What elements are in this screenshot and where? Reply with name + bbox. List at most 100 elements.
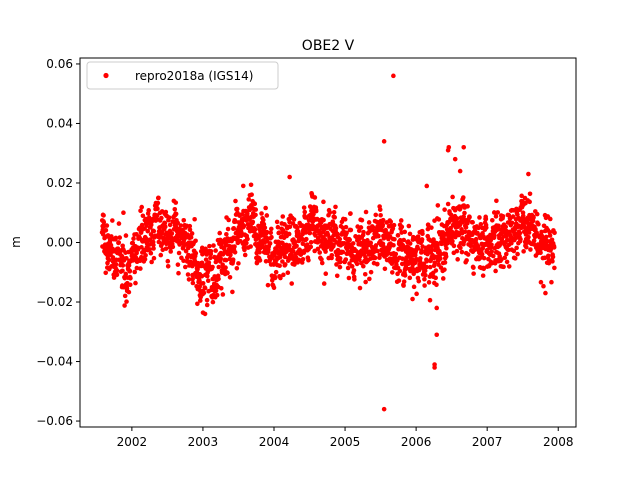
data-point [143, 252, 148, 258]
data-point [348, 227, 354, 233]
data-point [517, 230, 523, 236]
data-point [250, 219, 256, 225]
data-point [292, 239, 298, 245]
data-point-outlier [202, 311, 208, 317]
data-point [223, 265, 228, 270]
data-point [395, 233, 401, 238]
data-point [401, 279, 407, 284]
data-point-outlier [432, 365, 437, 370]
data-point [257, 249, 262, 255]
data-point-outlier [461, 144, 467, 150]
data-point [176, 270, 181, 276]
data-point [139, 222, 145, 228]
data-point [435, 203, 441, 208]
data-point [227, 275, 233, 280]
data-point [110, 218, 115, 223]
data-point [296, 230, 301, 235]
data-point [273, 269, 279, 275]
data-point [308, 239, 314, 245]
data-point [208, 248, 214, 254]
data-point [224, 231, 229, 237]
data-points [99, 73, 557, 412]
data-point [388, 219, 394, 225]
data-point [216, 276, 221, 282]
data-point [352, 277, 357, 282]
data-point [193, 250, 199, 256]
data-point [133, 280, 138, 286]
data-point [201, 290, 207, 296]
data-point [262, 225, 268, 231]
data-point [431, 237, 436, 242]
data-point [433, 268, 439, 273]
data-point [329, 252, 335, 258]
data-point [345, 265, 351, 271]
data-point [244, 240, 249, 246]
data-point [241, 223, 247, 229]
data-point [104, 223, 110, 228]
data-point [531, 215, 536, 220]
data-point [415, 246, 421, 251]
data-point [373, 243, 379, 248]
data-point [429, 225, 434, 230]
data-point [294, 243, 299, 249]
data-point [490, 253, 496, 259]
data-point [149, 259, 154, 265]
data-point [186, 277, 192, 282]
data-point [278, 275, 283, 281]
data-point [391, 222, 397, 228]
data-point [551, 245, 557, 250]
data-point [351, 268, 357, 273]
data-point [216, 264, 222, 270]
data-point [442, 267, 447, 272]
data-point [367, 276, 372, 282]
legend-marker [103, 72, 109, 79]
data-point [550, 259, 555, 264]
data-point [163, 246, 169, 251]
data-point [494, 198, 499, 204]
data-point [317, 250, 323, 255]
data-point [323, 271, 329, 277]
data-point [349, 264, 355, 269]
data-point [470, 220, 475, 225]
data-point [292, 262, 297, 267]
data-point [175, 262, 181, 267]
data-point [425, 226, 431, 232]
data-point [501, 264, 506, 270]
data-point [225, 226, 231, 232]
data-point [200, 281, 206, 286]
data-point [343, 224, 349, 230]
data-point [438, 256, 443, 261]
data-point [114, 267, 120, 273]
data-point [156, 195, 161, 201]
data-point [479, 251, 485, 257]
data-point [370, 224, 376, 230]
data-point [427, 264, 433, 270]
data-point [283, 262, 288, 267]
data-point [253, 207, 259, 212]
data-point [210, 264, 215, 270]
data-point [390, 270, 395, 275]
data-point [286, 231, 292, 237]
data-point [414, 256, 420, 262]
data-point-outlier [287, 174, 292, 180]
x-tick-label: 2003 [188, 435, 219, 449]
data-point [538, 250, 543, 256]
data-point [419, 237, 425, 242]
y-tick-label: 0.00 [46, 236, 73, 250]
data-point [496, 223, 501, 229]
data-point [457, 206, 463, 212]
data-point [547, 216, 553, 222]
data-point [401, 237, 407, 243]
data-point [151, 242, 156, 248]
data-point [491, 210, 497, 215]
data-point [518, 236, 523, 242]
data-point [331, 242, 336, 248]
legend-label: repro2018a (IGS14) [135, 69, 253, 83]
data-point [132, 269, 138, 275]
data-point [504, 251, 509, 257]
data-point [323, 249, 328, 254]
data-point [321, 281, 327, 286]
x-tick-label: 2002 [117, 435, 148, 449]
data-point [304, 236, 309, 242]
data-point [550, 254, 556, 260]
